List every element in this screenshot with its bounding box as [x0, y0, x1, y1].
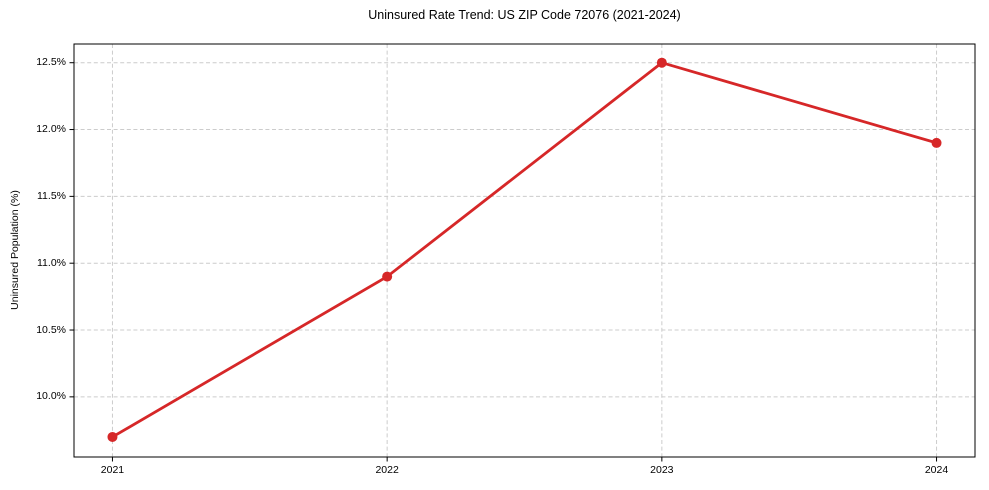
- y-tick-label: 12.5%: [36, 56, 66, 69]
- x-tick-label: 2022: [375, 464, 399, 476]
- x-tick-label: 2023: [650, 464, 674, 476]
- chart-title: Uninsured Rate Trend: US ZIP Code 72076 …: [368, 8, 681, 22]
- y-tick-label: 10.0%: [36, 390, 66, 403]
- data-point-marker: [382, 271, 393, 282]
- x-tick-label: 2024: [924, 464, 949, 476]
- data-point-marker: [931, 137, 942, 148]
- y-tick-label: 11.5%: [37, 189, 66, 202]
- data-point-marker: [656, 57, 667, 68]
- x-tick-label: 2021: [100, 464, 125, 476]
- plot-box: [73, 43, 976, 458]
- data-point-marker: [107, 431, 118, 442]
- y-tick-label: 11.0%: [37, 256, 66, 269]
- y-tick-label: 10.5%: [36, 323, 66, 336]
- trend-line: [111, 61, 938, 439]
- y-tick-label: 12.0%: [36, 123, 66, 136]
